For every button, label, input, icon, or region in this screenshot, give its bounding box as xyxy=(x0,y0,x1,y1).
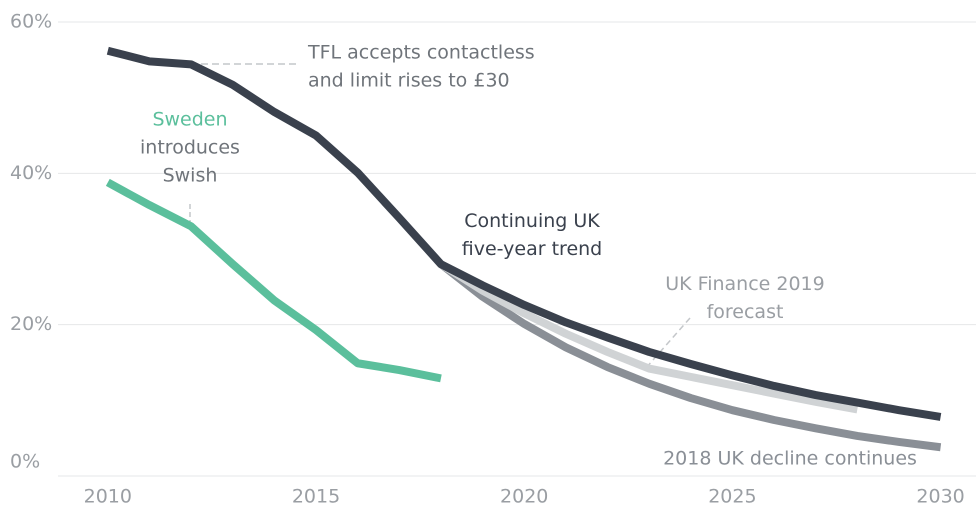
x-tick-label: 2015 xyxy=(292,486,340,508)
annotation: Swish xyxy=(163,165,218,187)
annotation: introduces xyxy=(140,137,240,159)
line-series xyxy=(106,46,942,421)
series-label: UK Finance 2019 forecast xyxy=(665,273,825,323)
series-label: Continuing UK five-year trend xyxy=(462,210,603,260)
line-series xyxy=(438,260,942,452)
y-tick-label: 20% xyxy=(10,313,52,335)
leader-line xyxy=(645,317,691,369)
x-tick-label: 2025 xyxy=(708,486,756,508)
grid xyxy=(58,21,976,477)
y-tick-label: 0% xyxy=(10,451,40,473)
x-tick-label: 2020 xyxy=(500,486,548,508)
line-series xyxy=(105,178,442,383)
y-tick-label: 60% xyxy=(10,11,52,33)
annotation: and limit rises to £30 xyxy=(308,70,510,92)
annotation: TFL accepts contactless xyxy=(307,42,535,64)
x-tick-label: 2010 xyxy=(84,486,132,508)
x-tick-label: 2030 xyxy=(916,486,964,508)
series-label: Sweden xyxy=(152,109,227,131)
series-label: 2018 UK decline continues xyxy=(663,448,917,470)
line-series xyxy=(438,260,859,414)
y-tick-label: 40% xyxy=(10,162,52,184)
